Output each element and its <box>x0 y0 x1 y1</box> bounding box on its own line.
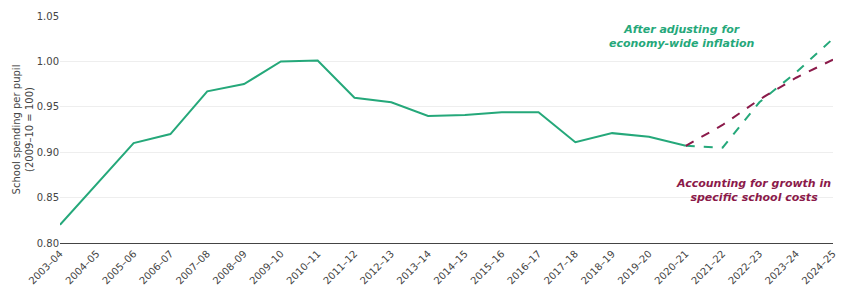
svg-text:School spending per pupil(2009: School spending per pupil(2009–10 = 100) <box>11 65 35 195</box>
svg-text:2020–21: 2020–21 <box>652 248 690 286</box>
svg-text:2018–19: 2018–19 <box>579 248 617 286</box>
svg-text:2013–14: 2013–14 <box>395 248 433 286</box>
svg-text:0.80: 0.80 <box>37 238 59 249</box>
svg-text:2017–18: 2017–18 <box>542 248 580 286</box>
svg-text:0.95: 0.95 <box>37 101 59 112</box>
svg-text:0.90: 0.90 <box>37 147 59 158</box>
svg-text:2009–10: 2009–10 <box>247 248 285 286</box>
svg-text:2022–23: 2022–23 <box>726 248 764 286</box>
svg-text:2005–06: 2005–06 <box>100 248 138 286</box>
svg-text:2014–15: 2014–15 <box>432 248 470 286</box>
svg-text:2024–25: 2024–25 <box>800 248 838 286</box>
svg-text:After adjusting foreconomy-wid: After adjusting foreconomy-wide inflatio… <box>609 23 754 50</box>
svg-text:2023–24: 2023–24 <box>763 248 801 286</box>
svg-text:2003–04: 2003–04 <box>27 248 65 286</box>
svg-text:2006–07: 2006–07 <box>137 248 175 286</box>
svg-text:2019–20: 2019–20 <box>616 248 654 286</box>
svg-text:2004–05: 2004–05 <box>63 248 101 286</box>
svg-text:2007–08: 2007–08 <box>174 248 212 286</box>
svg-text:2012–13: 2012–13 <box>358 248 396 286</box>
svg-text:2008–09: 2008–09 <box>211 248 249 286</box>
svg-text:2010–11: 2010–11 <box>284 248 322 286</box>
svg-text:2015–16: 2015–16 <box>468 248 506 286</box>
svg-text:2021–22: 2021–22 <box>689 248 727 286</box>
svg-text:Accounting for growth inspecif: Accounting for growth inspecific school … <box>676 177 831 204</box>
svg-text:1.00: 1.00 <box>37 56 59 67</box>
svg-text:1.05: 1.05 <box>37 11 59 22</box>
svg-text:2011–12: 2011–12 <box>321 248 359 286</box>
svg-text:2016–17: 2016–17 <box>505 248 543 286</box>
svg-text:0.85: 0.85 <box>37 192 59 203</box>
